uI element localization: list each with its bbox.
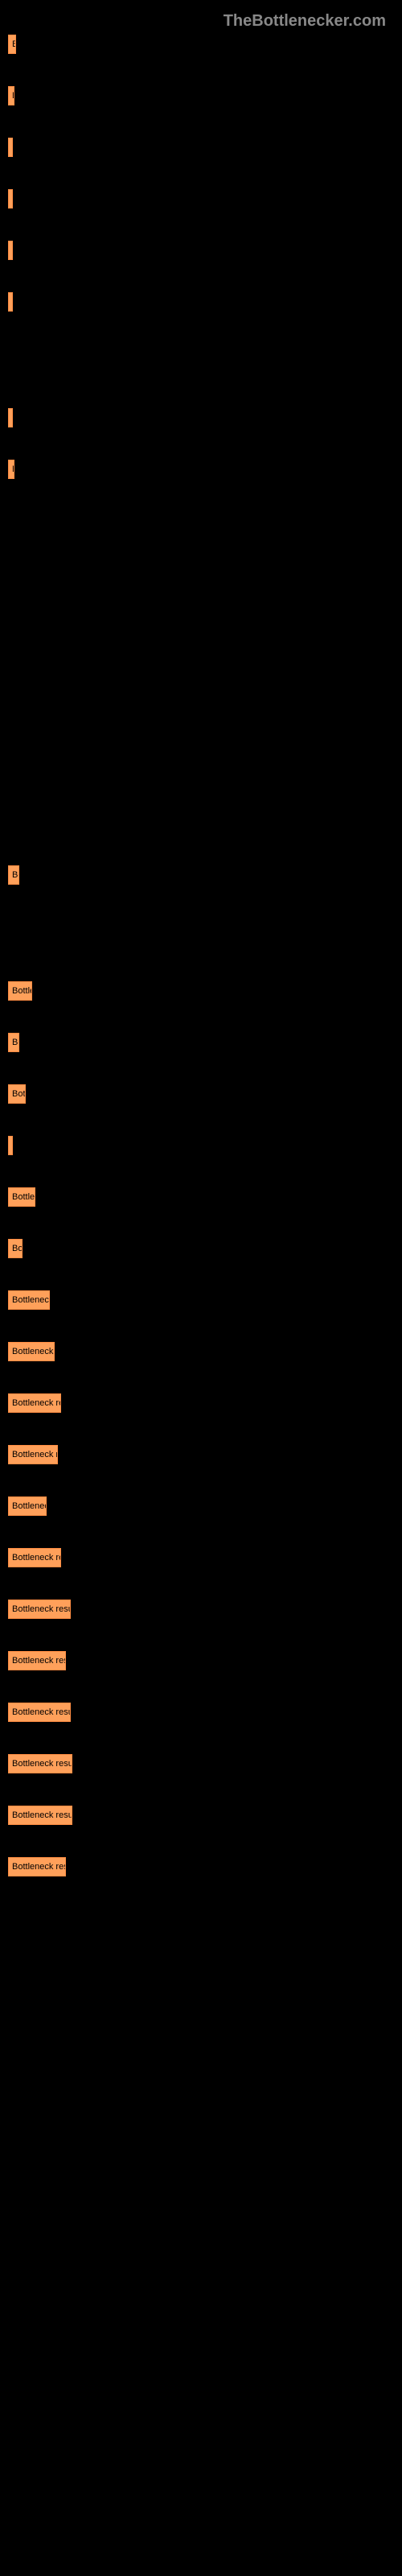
bar-row: Bo	[8, 1033, 394, 1052]
bar-row: Bottleneck res	[8, 1548, 394, 1567]
chart-bar: Bottleneck result	[8, 1703, 71, 1722]
chart-bar: Bottleneck result	[8, 1754, 72, 1773]
bar-row: Bottlen	[8, 1187, 394, 1207]
bar-row: Bottleneck result	[8, 1600, 394, 1619]
chart-bar: B	[8, 460, 14, 479]
bar-row: Bott	[8, 1084, 394, 1104]
chart-bar: B	[8, 138, 13, 157]
bar-row: Bottlenec	[8, 1496, 394, 1516]
chart-bar: Bottleneck result	[8, 1600, 71, 1619]
chart-bar	[8, 292, 13, 312]
chart-bar	[8, 1136, 13, 1155]
bar-row	[8, 241, 394, 260]
chart-bar: Bottleneck	[8, 1290, 50, 1310]
chart-bar: B	[8, 86, 14, 105]
site-header: TheBottlenecker.com	[8, 8, 394, 35]
bar-row: B	[8, 35, 394, 54]
site-title: TheBottlenecker.com	[224, 12, 386, 30]
chart-bar	[8, 241, 13, 260]
chart-bar: Bottleneck r	[8, 1342, 55, 1361]
chart-bar: Bottleneck res	[8, 1393, 61, 1413]
bar-row	[8, 292, 394, 312]
bar-row: Bottleneck	[8, 1290, 394, 1310]
bar-row: Bottle	[8, 981, 394, 1001]
bar-row: Bot	[8, 1239, 394, 1258]
chart-bar: Bottleneck res	[8, 1548, 61, 1567]
bar-row: Bottleneck re	[8, 1445, 394, 1464]
chart-bar: Bott	[8, 1084, 26, 1104]
bar-row	[8, 189, 394, 208]
bar-row: B	[8, 138, 394, 157]
chart-bar: Bottle	[8, 981, 32, 1001]
bar-row: Bottleneck r	[8, 1342, 394, 1361]
chart-bar: Bottlen	[8, 1187, 35, 1207]
bar-chart: B B B B Bo Bottle Bo Bott Bottlen Bot Bottleneck Bo…	[8, 35, 394, 1876]
bar-row: Bottleneck result	[8, 1703, 394, 1722]
chart-bar	[8, 408, 13, 427]
bar-row: Bottleneck resu	[8, 1857, 394, 1876]
chart-bar: Bottleneck re	[8, 1445, 58, 1464]
chart-bar: Bot	[8, 1239, 23, 1258]
chart-bar	[8, 189, 13, 208]
chart-bar: Bottleneck result	[8, 1806, 72, 1825]
bar-row: Bottleneck result	[8, 1806, 394, 1825]
bar-row: Bottleneck res	[8, 1393, 394, 1413]
chart-bar: Bottleneck resu	[8, 1651, 66, 1670]
bar-row: B	[8, 86, 394, 105]
bar-row: B	[8, 460, 394, 479]
chart-bar: Bo	[8, 865, 19, 885]
chart-bar: B	[8, 35, 16, 54]
bar-row	[8, 1136, 394, 1155]
chart-bar: Bottleneck resu	[8, 1857, 66, 1876]
chart-bar: Bottlenec	[8, 1496, 47, 1516]
bar-row: Bottleneck resu	[8, 1651, 394, 1670]
bar-row: Bottleneck result	[8, 1754, 394, 1773]
bar-row	[8, 408, 394, 427]
bar-row: Bo	[8, 865, 394, 885]
chart-bar: Bo	[8, 1033, 19, 1052]
